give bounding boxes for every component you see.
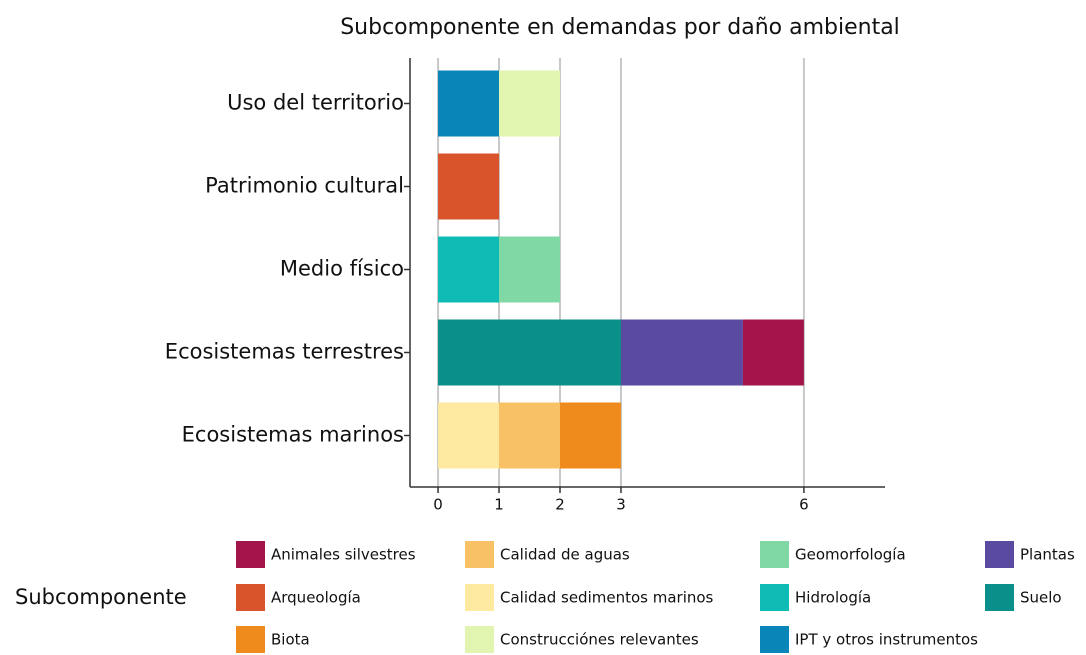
x-tick-label: 3 <box>616 496 626 514</box>
legend-label: Hidrología <box>795 589 871 607</box>
legend-label: Animales silvestres <box>271 546 416 564</box>
legend-swatch <box>236 626 265 653</box>
legend-label: Calidad sedimentos marinos <box>500 589 714 607</box>
bar-segment <box>742 319 804 386</box>
bar-segment <box>438 402 500 469</box>
bar-segment <box>499 402 560 469</box>
y-tick-label: Ecosistemas terrestres <box>165 340 404 364</box>
y-tick-label: Medio físico <box>280 257 404 281</box>
legend-swatch <box>236 541 265 568</box>
bar-segment <box>438 236 500 303</box>
x-tick-label: 0 <box>433 496 443 514</box>
bar-segment <box>620 319 743 386</box>
y-tick-label: Ecosistemas marinos <box>182 423 404 447</box>
legend-label: Calidad de aguas <box>500 546 630 564</box>
legend-label: Suelo <box>1020 589 1062 607</box>
x-tick-label: 2 <box>555 496 565 514</box>
x-tick-label: 1 <box>494 496 504 514</box>
bar-segment <box>438 319 621 386</box>
bar-segment <box>438 153 500 220</box>
legend-label: Construcciónes relevantes <box>500 631 699 649</box>
y-tick-label: Patrimonio cultural <box>205 174 404 198</box>
y-tick-label: Uso del territorio <box>227 91 404 115</box>
legend-label: Plantas <box>1020 546 1075 564</box>
bar-segment <box>438 70 500 137</box>
legend-swatch <box>465 541 494 568</box>
legend-swatch <box>465 626 494 653</box>
chart-title: Subcomponente en demandas por daño ambie… <box>340 15 900 40</box>
legend-label: Geomorfología <box>795 546 906 564</box>
bar-segment <box>499 70 560 137</box>
legend-swatch <box>465 584 494 611</box>
legend-swatch <box>236 584 265 611</box>
legend-swatch <box>760 541 789 568</box>
legend-swatch <box>985 541 1014 568</box>
bar-segment <box>560 402 621 469</box>
legend-title: Subcomponente <box>15 585 187 609</box>
legend-label: IPT y otros instrumentos <box>795 631 978 649</box>
legend-label: Biota <box>271 631 310 649</box>
x-tick-label: 6 <box>799 496 809 514</box>
legend-swatch <box>760 626 789 653</box>
legend-swatch <box>760 584 789 611</box>
bar-segment <box>499 236 560 303</box>
legend-swatch <box>985 584 1014 611</box>
legend-label: Arqueología <box>271 589 361 607</box>
